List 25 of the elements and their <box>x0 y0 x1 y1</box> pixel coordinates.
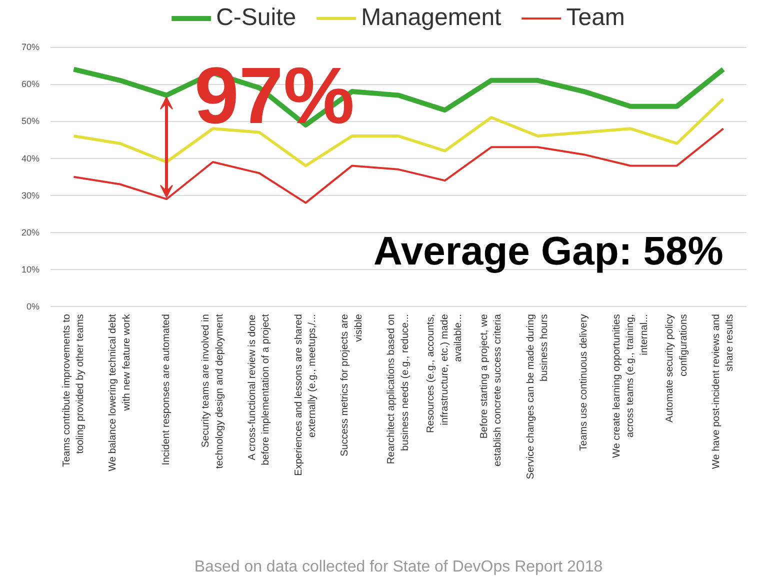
x-tick-label: We create learning opportunities across teams (e.g., training, internal... <box>611 314 650 458</box>
y-tick-label: 30% <box>21 190 40 200</box>
x-tick-label: We balance lowering technical debt with new feature work <box>108 313 132 472</box>
x-tick-label: Service changes can be made during business hours <box>525 314 550 480</box>
text: Based on data collected for State of DevOps Report 2018 <box>194 558 603 576</box>
y-tick-label: 60% <box>21 79 40 90</box>
x-tick-label: Teams contribute improvements to tooling provided by other teams <box>61 314 86 467</box>
legend-label: Management <box>361 4 502 32</box>
x-tick-label: Experiences and lessons are shared externally (e.g., meetups,/... <box>293 314 318 476</box>
y-tick-label: 0% <box>26 302 40 312</box>
y-tick-label: 20% <box>21 227 40 238</box>
legend-label: C-Suite <box>216 4 296 32</box>
y-tick-label: 70% <box>21 42 40 52</box>
legend-label: Team <box>566 4 625 32</box>
x-tick-label: A cross-functional review is done before implementation of a project <box>246 314 272 466</box>
annotation: Average Gap: 58% <box>374 229 724 274</box>
x-tick-label: Incident responses are automated <box>161 314 172 466</box>
x-tick-label: Rearchitect applications based on business needs (e.g., reduce... <box>386 314 411 464</box>
y-tick-label: 40% <box>21 153 40 164</box>
y-tick-label: 10% <box>21 264 40 275</box>
x-tick-label: Resources (e.g., accounts, infrastructure, etc.) made available... <box>426 314 464 434</box>
x-tick-label: Success metrics for projects are visible <box>340 314 364 456</box>
x-tick-label: Teams use continuous delivery <box>578 314 590 451</box>
line-series <box>72 128 724 204</box>
y-tick-label: 50% <box>21 116 40 126</box>
